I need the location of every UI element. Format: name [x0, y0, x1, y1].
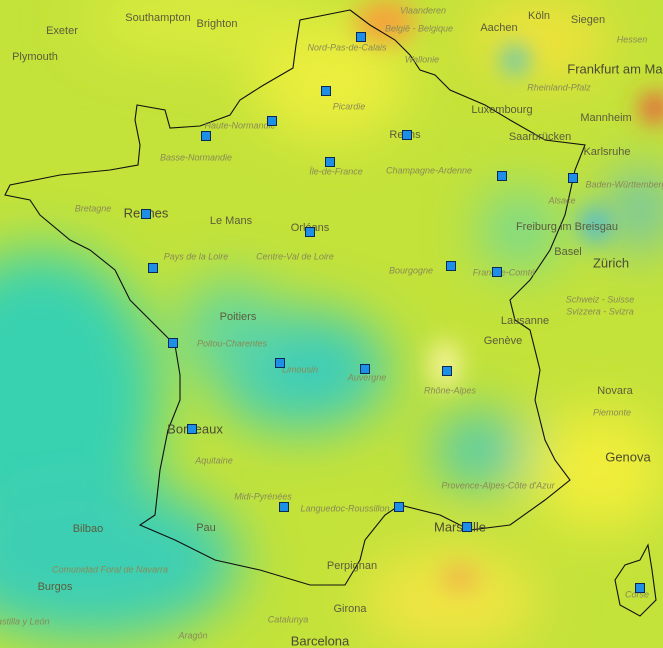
city-label: Genève — [484, 335, 523, 347]
city-label: Luxembourg — [471, 104, 532, 116]
city-label: Perpignan — [327, 560, 377, 572]
station-marker[interactable] — [402, 130, 412, 140]
city-label: Genova — [605, 449, 651, 464]
city-label: Mannheim — [580, 112, 631, 124]
station-marker[interactable] — [492, 267, 502, 277]
city-label: Le Mans — [210, 215, 253, 227]
station-marker[interactable] — [394, 502, 404, 512]
station-marker[interactable] — [267, 116, 277, 126]
region-label: Hessen — [617, 34, 648, 44]
region-label: Franche-Comté — [473, 267, 536, 277]
region-label: Languedoc-Roussillon — [300, 503, 389, 513]
region-label: Rheinland-Pfalz — [527, 82, 591, 92]
region-label: België - Belgique — [385, 23, 453, 33]
city-label: Brighton — [197, 18, 238, 30]
region-label: Castilla y León — [0, 616, 50, 626]
place-labels: Vlaanderen België - Belgique Nord-Pas-de-C… — [0, 5, 663, 648]
city-label: Lausanne — [501, 315, 549, 327]
city-label: Saarbrücken — [509, 131, 571, 143]
station-marker[interactable] — [275, 358, 285, 368]
region-label: Nord-Pas-de-Calais — [307, 42, 387, 52]
region-label: Auvergne — [347, 372, 387, 382]
region-label: Bretagne — [75, 203, 112, 213]
region-label: Limousin — [282, 364, 318, 374]
city-label: Zürich — [593, 255, 629, 270]
region-label: Haute-Normandie — [204, 120, 275, 130]
station-marker[interactable] — [148, 263, 158, 273]
region-label: Alsace — [547, 195, 575, 205]
city-label: Freiburg im Breisgau — [516, 221, 618, 233]
region-label: Centre-Val de Loire — [256, 251, 334, 261]
station-marker[interactable] — [356, 32, 366, 42]
region-label: Schweiz - Suisse — [566, 294, 635, 304]
region-label: Pays de la Loire — [164, 251, 229, 261]
region-label: Poitou-Charentes — [197, 338, 268, 348]
region-label: Picardie — [333, 101, 366, 111]
region-label: Île-de-France — [309, 166, 363, 176]
region-label: Provence-Alpes-Côte d'Azur — [441, 480, 555, 490]
city-label: Barcelona — [291, 633, 350, 648]
city-label: Basel — [554, 246, 582, 258]
station-marker[interactable] — [168, 338, 178, 348]
station-marker[interactable] — [201, 131, 211, 141]
region-label: Champagne-Ardenne — [386, 165, 472, 175]
stations — [141, 32, 645, 593]
station-marker[interactable] — [497, 171, 507, 181]
station-marker[interactable] — [279, 502, 289, 512]
region-label: Comunidad Foral de Navarra — [52, 564, 168, 574]
station-marker[interactable] — [635, 583, 645, 593]
region-label: Bourgogne — [389, 265, 433, 275]
region-label: Rhône-Alpes — [424, 385, 477, 395]
station-marker[interactable] — [568, 173, 578, 183]
city-label: Bilbao — [73, 523, 104, 535]
station-marker[interactable] — [446, 261, 456, 271]
station-marker[interactable] — [141, 209, 151, 219]
station-marker[interactable] — [462, 522, 472, 532]
city-label: Poitiers — [220, 311, 257, 323]
region-label: Midi-Pyrénées — [234, 491, 292, 501]
city-label: Exeter — [46, 25, 78, 37]
region-label: Svizzera - Svizra — [566, 306, 634, 316]
city-label: Pau — [196, 522, 216, 534]
region-label: Catalunya — [268, 614, 309, 624]
region-label: Baden-Württemberg — [585, 179, 663, 189]
station-marker[interactable] — [305, 227, 315, 237]
city-label: Aachen — [480, 22, 517, 34]
station-marker[interactable] — [325, 157, 335, 167]
city-label: Plymouth — [12, 51, 58, 63]
station-marker[interactable] — [360, 364, 370, 374]
station-marker[interactable] — [187, 424, 197, 434]
city-label: Southampton — [125, 12, 190, 24]
city-label: Novara — [597, 385, 633, 397]
city-label: Karlsruhe — [583, 146, 630, 158]
region-label: Basse-Normandie — [160, 152, 232, 162]
city-label: Marseille — [434, 519, 486, 534]
city-label: Frankfurt am Main — [567, 61, 663, 76]
city-label: Burgos — [38, 581, 73, 593]
station-marker[interactable] — [321, 86, 331, 96]
station-marker[interactable] — [442, 366, 452, 376]
region-label: Wallonie — [405, 54, 439, 64]
city-label: Girona — [333, 603, 367, 615]
region-label: Piemonte — [593, 407, 631, 417]
region-label: Aragón — [177, 630, 207, 640]
region-label: Corse — [625, 589, 649, 599]
region-label: Aquitaine — [194, 455, 233, 465]
city-label: Siegen — [571, 14, 605, 26]
region-label: Vlaanderen — [400, 5, 446, 15]
city-label: Köln — [528, 10, 550, 22]
